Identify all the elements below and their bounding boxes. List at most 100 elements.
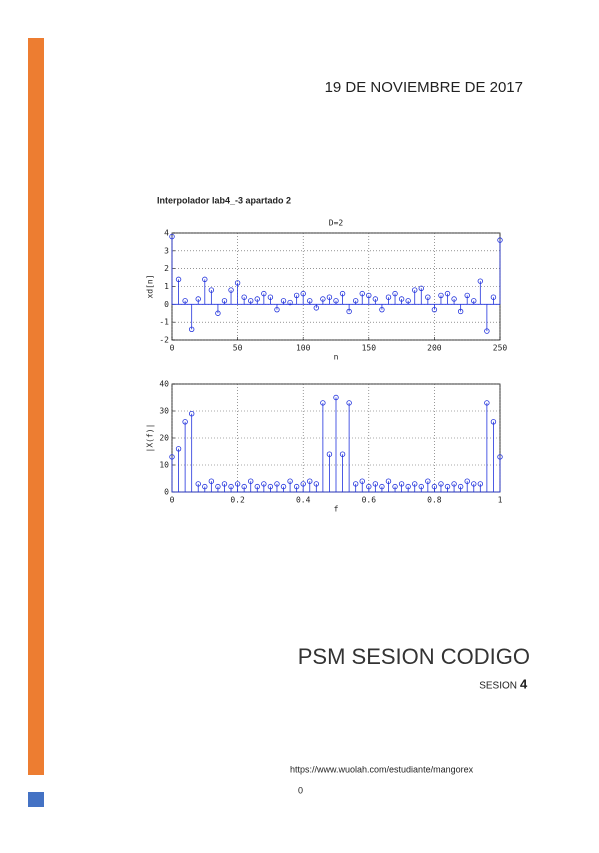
y-axis-label: |X(f)| xyxy=(146,424,155,453)
x-tick-label: 1 xyxy=(498,496,503,505)
stem-marker xyxy=(248,298,254,304)
stem-marker xyxy=(188,411,195,417)
stem-marker xyxy=(274,481,280,487)
stem-marker xyxy=(405,483,411,490)
stem-marker xyxy=(398,481,405,487)
x-tick-label: 0 xyxy=(170,344,175,353)
stem-marker xyxy=(188,326,195,332)
stem-marker xyxy=(425,478,431,484)
y-tick-label: -1 xyxy=(159,318,169,327)
stem-marker xyxy=(228,287,234,293)
stem-marker xyxy=(175,276,182,283)
stem-marker xyxy=(392,290,398,297)
x-tick-label: 250 xyxy=(493,344,508,353)
y-tick-label: 30 xyxy=(159,407,169,416)
stem-marker xyxy=(379,306,385,313)
stem-marker xyxy=(359,290,365,297)
stem-marker xyxy=(457,483,464,490)
stem-marker xyxy=(228,483,234,490)
stem-marker xyxy=(169,454,175,460)
doc-subtitle: SESION xyxy=(479,681,517,692)
stem-marker xyxy=(333,298,339,304)
stem-marker xyxy=(451,481,457,487)
stem-marker xyxy=(477,481,484,487)
stem-marker xyxy=(418,285,424,291)
stem-marker xyxy=(307,298,313,304)
stem-marker xyxy=(392,483,398,490)
stem-marker xyxy=(457,308,464,315)
x-tick-label: 150 xyxy=(362,344,377,353)
x-tick-label: 0.4 xyxy=(296,496,311,505)
stem-marker xyxy=(195,296,201,302)
stem-marker xyxy=(339,451,346,457)
stem-marker xyxy=(175,446,182,452)
x-tick-label: 50 xyxy=(233,344,243,353)
stem-marker xyxy=(320,296,326,302)
stem-marker xyxy=(208,478,215,484)
stem-marker xyxy=(261,481,267,487)
stem-marker xyxy=(215,483,221,490)
stem-marker xyxy=(293,483,300,490)
stem-marker xyxy=(484,400,490,406)
stem-marker xyxy=(412,287,418,293)
date: 19 DE NOVIEMBRE DE 2017 xyxy=(325,79,523,96)
stem-marker xyxy=(366,483,372,490)
stem-marker xyxy=(195,481,201,487)
stem-marker xyxy=(464,292,470,299)
y-tick-label: 4 xyxy=(164,229,169,238)
stem-marker xyxy=(438,481,444,487)
stem-marker xyxy=(287,478,293,484)
y-tick-label: 2 xyxy=(164,264,169,273)
stem-marker xyxy=(372,481,379,487)
stem-marker xyxy=(287,299,293,306)
stem-marker xyxy=(307,478,313,484)
stem-marker xyxy=(471,481,477,487)
url: https://www.wuolah.com/estudiante/mangor… xyxy=(290,764,474,774)
stem-marker xyxy=(451,296,457,302)
stem-marker xyxy=(497,454,503,460)
x-axis-label: f xyxy=(334,505,339,514)
y-tick-label: 20 xyxy=(159,434,169,443)
stem-marker xyxy=(431,306,438,313)
side-square xyxy=(28,792,44,807)
stem-marker xyxy=(385,294,392,300)
stem-marker xyxy=(313,481,320,487)
stem-marker xyxy=(379,483,385,490)
stem-marker xyxy=(267,483,274,490)
y-tick-label: 0 xyxy=(164,488,169,497)
stem-marker xyxy=(326,294,333,300)
y-axis-label: xd[n] xyxy=(146,274,155,298)
stem-marker xyxy=(385,478,392,484)
doc-title: PSM SESION CODIGO xyxy=(298,644,530,669)
stem-marker xyxy=(169,233,175,240)
stem-marker xyxy=(359,478,365,484)
stem-marker xyxy=(248,478,254,484)
y-tick-label: 0 xyxy=(164,300,169,309)
stem-marker xyxy=(254,483,260,490)
stem-marker xyxy=(280,483,287,490)
y-tick-label: -2 xyxy=(159,336,169,345)
stem-marker xyxy=(313,305,320,311)
stem-marker xyxy=(346,400,352,406)
doc-number: 4 xyxy=(520,676,528,691)
x-tick-label: 0.8 xyxy=(427,496,442,505)
side-bar xyxy=(28,38,44,775)
stem-marker xyxy=(320,400,326,406)
stem-marker xyxy=(490,294,497,300)
stem-marker xyxy=(300,290,306,297)
stem-marker xyxy=(241,483,247,490)
stem-marker xyxy=(471,298,477,304)
stem-marker xyxy=(215,310,221,316)
x-tick-label: 100 xyxy=(296,344,311,353)
stem-marker xyxy=(464,478,470,484)
stem-marker xyxy=(412,481,418,487)
stem-marker xyxy=(254,296,260,302)
stem-marker xyxy=(202,276,208,283)
x-axis-label: n xyxy=(334,353,339,362)
stem-marker xyxy=(293,292,300,299)
stem-marker xyxy=(280,298,287,304)
stem-marker xyxy=(425,294,431,300)
stem-marker xyxy=(438,292,444,299)
x-tick-label: 0 xyxy=(170,496,175,505)
stem-marker xyxy=(326,451,333,457)
